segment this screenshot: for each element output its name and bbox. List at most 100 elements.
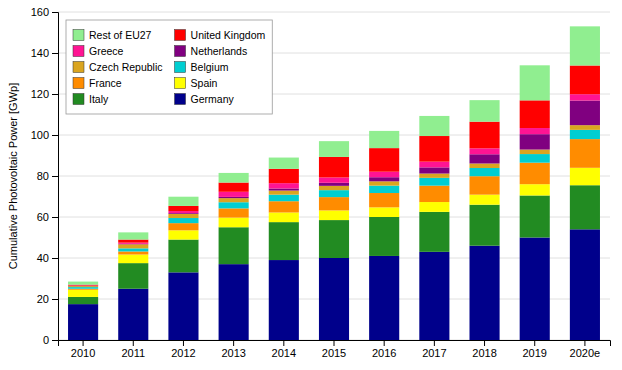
bar (520, 238, 550, 341)
legend-label: Czech Republic (89, 61, 163, 73)
bar (369, 172, 399, 178)
bar (369, 256, 399, 340)
tick-mark (52, 258, 58, 259)
tick: 2012 (171, 340, 195, 359)
bar (269, 158, 299, 169)
bar (570, 185, 600, 229)
bar (118, 244, 148, 248)
bar (520, 128, 550, 134)
tick-label: 2019 (522, 347, 546, 359)
bar (168, 218, 198, 223)
bar (219, 202, 249, 208)
series (68, 139, 600, 290)
legend-label: Spain (191, 77, 218, 89)
bar (469, 195, 499, 205)
bar (219, 208, 249, 217)
grid-line (58, 12, 610, 13)
bar (369, 217, 399, 256)
tick-mark (434, 340, 435, 346)
bar (369, 207, 399, 217)
bar (319, 258, 349, 340)
legend-frame (66, 20, 272, 114)
bar (168, 211, 198, 213)
bar (68, 304, 98, 340)
tick-mark (83, 340, 84, 346)
tick-label: 2017 (422, 347, 446, 359)
tick: 100 (31, 129, 58, 141)
bar (68, 289, 98, 290)
tick-mark (283, 340, 284, 346)
tick-label: 160 (31, 6, 49, 18)
tick: 2013 (221, 340, 245, 359)
legend-item: United Kingdom (175, 29, 266, 41)
tick: 120 (31, 88, 58, 100)
tick-label: 2014 (272, 347, 296, 359)
bar (570, 229, 600, 340)
bar (168, 240, 198, 273)
bar (419, 167, 449, 173)
bar (419, 174, 449, 178)
bar (269, 169, 299, 183)
tick-mark (233, 340, 234, 346)
tick: 2018 (472, 340, 496, 359)
bar (118, 289, 148, 340)
tick: 2014 (272, 340, 296, 359)
bar (369, 181, 399, 185)
bar (118, 263, 148, 289)
tick: 80 (37, 170, 58, 182)
series (68, 101, 600, 287)
y-axis: 020406080100120140160 (31, 6, 59, 346)
tick-label: 120 (31, 88, 49, 100)
legend-item: Rest of EU27 (73, 29, 152, 41)
bar (319, 177, 349, 182)
bar (269, 195, 299, 202)
tick-mark (334, 340, 335, 346)
legend-swatch (73, 30, 84, 41)
legend-item: Netherlands (175, 45, 248, 57)
tick-mark (52, 340, 58, 341)
series (68, 185, 600, 304)
tick-mark (584, 340, 585, 346)
legend-swatch (175, 46, 186, 57)
tick-mark (52, 299, 58, 300)
tick-mark (484, 340, 485, 346)
bar (570, 139, 600, 168)
legend-swatch (175, 78, 186, 89)
bar (570, 125, 600, 130)
bar (469, 176, 499, 194)
bar (168, 230, 198, 239)
bar (118, 232, 148, 239)
legend-swatch (73, 78, 84, 89)
tick-mark (534, 340, 535, 346)
tick-mark (52, 94, 58, 95)
legend-item: Czech Republic (73, 61, 163, 73)
bar (118, 255, 148, 264)
tick-label: 80 (37, 170, 49, 182)
bar (68, 287, 98, 289)
bar (118, 243, 148, 244)
legend-label: Germany (191, 93, 235, 105)
bar (469, 148, 499, 154)
bar (520, 100, 550, 128)
bar (168, 206, 198, 211)
bar (469, 246, 499, 340)
bar (419, 136, 449, 162)
tick-label: 2013 (221, 347, 245, 359)
bar (520, 134, 550, 149)
tick: 160 (31, 6, 58, 18)
tick-label: 20 (37, 293, 49, 305)
series (68, 26, 600, 284)
bar (469, 163, 499, 168)
axis-line (59, 341, 611, 347)
tick-mark (133, 340, 134, 346)
legend: Rest of EU27United KingdomGreeceNetherla… (66, 20, 272, 114)
bar (520, 150, 550, 155)
tick-label: 100 (31, 129, 49, 141)
bar (419, 212, 449, 252)
tick-mark (52, 135, 58, 136)
bar (319, 141, 349, 157)
tick-mark (52, 176, 58, 177)
bar (319, 220, 349, 258)
tick: 2011 (121, 340, 145, 359)
bar (369, 186, 399, 193)
